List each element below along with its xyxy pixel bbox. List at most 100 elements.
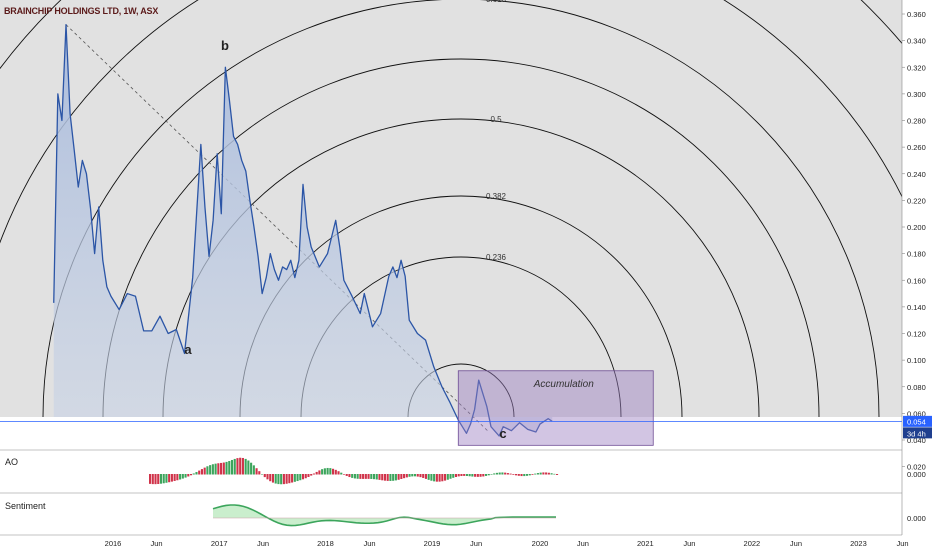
ao-bar: [233, 458, 236, 475]
ao-bar: [189, 474, 193, 476]
ao-bar: [304, 474, 307, 479]
ao-bar: [509, 473, 512, 475]
ao-bar: [247, 460, 250, 475]
ao-bar: [312, 473, 315, 475]
ao-bar: [495, 472, 499, 475]
fib-arc-label: 0.5: [490, 115, 502, 124]
accumulation-label: Accumulation: [533, 379, 594, 390]
ao-bar: [444, 474, 447, 481]
ao-bar: [465, 474, 468, 477]
x-tick-label: 2020: [532, 539, 549, 548]
y-tick-label: 0.120: [907, 330, 926, 339]
ao-bar: [168, 474, 171, 483]
ao-bar: [228, 461, 231, 475]
ao-bar: [334, 469, 337, 475]
ao-bar: [504, 472, 507, 475]
ao-bar: [220, 462, 223, 475]
sentiment-line: [212, 504, 556, 527]
ao-bar: [476, 474, 479, 477]
ao-bar: [230, 459, 234, 475]
ao-bar: [258, 471, 261, 475]
ao-bar: [539, 472, 542, 475]
ao-bar: [523, 474, 526, 477]
fib-arc: [42, 0, 880, 417]
ao-bar: [340, 472, 343, 475]
ao-bar: [362, 474, 365, 479]
wave-label-a: a: [184, 342, 192, 357]
ao-bar: [296, 474, 299, 482]
ao-bar: [198, 470, 201, 475]
ao-bar: [392, 474, 395, 481]
x-tick-label: Jun: [150, 539, 162, 548]
y-tick-label: 0.260: [907, 143, 926, 152]
x-tick-label: Jun: [470, 539, 482, 548]
ao-bar: [416, 474, 419, 477]
sentiment-label: Sentiment: [5, 501, 46, 511]
ao-bar: [244, 458, 247, 475]
price-line: [53, 24, 553, 437]
ao-bar: [206, 466, 209, 475]
x-tick-label: Jun: [577, 539, 589, 548]
ao-bar: [424, 474, 427, 479]
countdown-value: 3d 4h: [907, 429, 926, 438]
ao-label: AO: [5, 457, 19, 467]
ao-bar: [449, 474, 452, 479]
x-tick-label: 2019: [424, 539, 441, 548]
ao-bar: [386, 474, 389, 481]
ao-bar: [151, 474, 154, 485]
ao-bar: [441, 474, 444, 482]
ao-bar: [332, 468, 335, 475]
ao-bar: [195, 472, 198, 475]
ao-bar: [463, 474, 466, 476]
ao-bar: [422, 474, 425, 478]
x-tick-label: 2016: [105, 539, 122, 548]
ao-bar: [288, 474, 291, 484]
ao-bar: [291, 474, 294, 483]
price-area: [53, 24, 553, 437]
sentiment-area: [213, 504, 556, 526]
ao-bar: [367, 474, 370, 479]
ao-bar: [277, 474, 280, 485]
ao-bar: [501, 472, 504, 475]
ao-bar: [512, 474, 515, 475]
ao-bar: [222, 462, 225, 475]
ao-bar: [364, 474, 367, 479]
x-tick-label: Jun: [790, 539, 802, 548]
ao-bar: [179, 474, 182, 480]
fib-arc-label: 0.236: [486, 253, 507, 262]
x-tick-label: Jun: [364, 539, 376, 548]
ao-bar: [408, 474, 411, 477]
ao-bar: [553, 473, 556, 475]
ao-bar: [200, 469, 203, 475]
y-tick-label: 0.160: [907, 276, 926, 285]
ao-bar: [405, 474, 408, 478]
ao-bar: [214, 463, 217, 475]
y-tick-label: 0.280: [907, 117, 926, 126]
ao-bar: [413, 474, 417, 477]
y-tick-label: 0.040: [907, 436, 926, 445]
ao-bar: [348, 474, 351, 478]
ao-bar: [479, 474, 482, 477]
x-tick-label: Jun: [896, 539, 908, 548]
ao-bar: [403, 474, 406, 479]
ao-bar: [159, 474, 163, 484]
ao-bar: [162, 474, 165, 484]
ao-bar: [203, 467, 206, 475]
ao-bar: [452, 474, 455, 478]
trend-line: [65, 24, 490, 433]
ao-bar: [241, 457, 244, 475]
fib-arc: [102, 58, 820, 417]
ao-bar: [345, 474, 348, 476]
ao-bar: [454, 474, 458, 477]
ao-bar: [280, 474, 283, 485]
ao-bar: [211, 464, 214, 475]
ao-zero-label: 0.000: [907, 470, 926, 479]
ao-bar: [381, 474, 384, 481]
ao-bar: [515, 474, 518, 476]
ao-bar: [274, 474, 277, 484]
y-tick-label: 0.140: [907, 303, 926, 312]
x-tick-label: 2022: [744, 539, 761, 548]
ao-bar: [528, 474, 531, 476]
ao-bar: [545, 472, 548, 475]
ao-bar: [301, 474, 305, 480]
